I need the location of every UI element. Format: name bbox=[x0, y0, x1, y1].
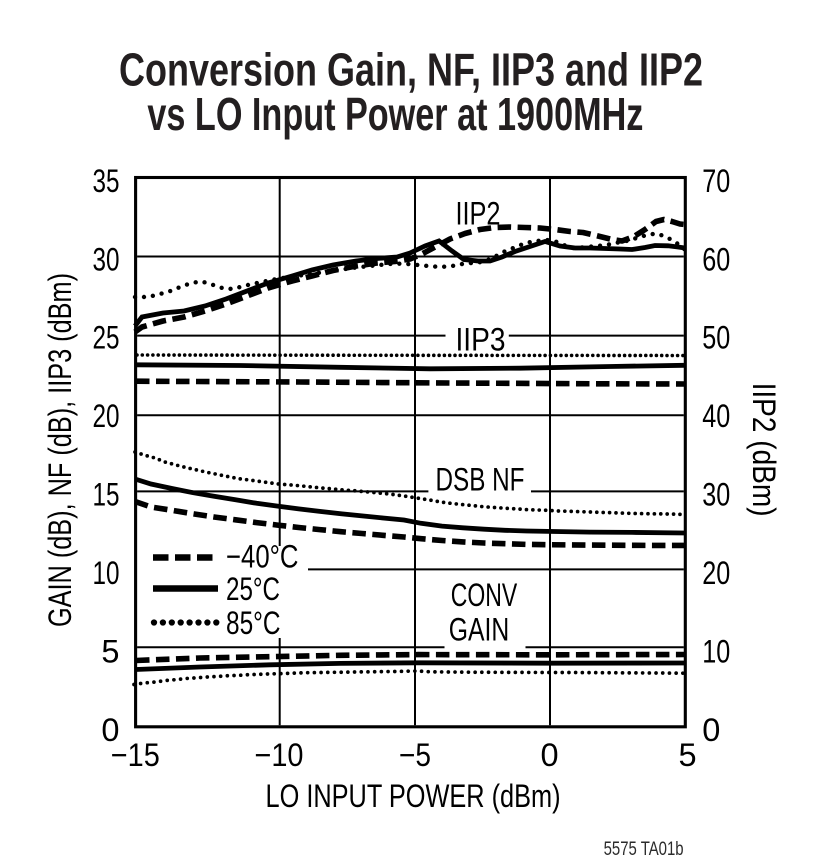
svg-text:25: 25 bbox=[93, 320, 120, 356]
svg-text:30: 30 bbox=[702, 477, 730, 513]
svg-text:20: 20 bbox=[93, 398, 120, 434]
svg-text:Conversion Gain, NF, IIP3 and: Conversion Gain, NF, IIP3 and IIP2 bbox=[119, 44, 703, 96]
svg-text:−40°C: −40°C bbox=[226, 538, 299, 574]
svg-text:35: 35 bbox=[93, 163, 120, 199]
svg-text:−10: −10 bbox=[255, 737, 304, 773]
svg-text:IIP2: IIP2 bbox=[456, 195, 501, 231]
svg-text:0: 0 bbox=[101, 712, 119, 748]
svg-text:IIP3: IIP3 bbox=[456, 321, 506, 357]
svg-text:CONV: CONV bbox=[451, 577, 518, 613]
svg-text:5: 5 bbox=[678, 737, 696, 773]
svg-text:5: 5 bbox=[101, 634, 119, 670]
svg-text:70: 70 bbox=[702, 163, 730, 199]
svg-text:0: 0 bbox=[702, 712, 720, 748]
svg-text:60: 60 bbox=[702, 241, 730, 277]
svg-text:40: 40 bbox=[702, 398, 730, 434]
svg-text:−5: −5 bbox=[399, 737, 431, 773]
svg-text:10: 10 bbox=[702, 634, 730, 670]
svg-text:85°C: 85°C bbox=[226, 605, 281, 641]
svg-text:0: 0 bbox=[540, 737, 558, 773]
svg-text:20: 20 bbox=[702, 555, 730, 591]
svg-text:vs LO Input Power at 1900MHz: vs LO Input Power at 1900MHz bbox=[147, 88, 643, 140]
svg-text:30: 30 bbox=[93, 241, 120, 277]
svg-text:LO INPUT POWER (dBm): LO INPUT POWER (dBm) bbox=[266, 778, 561, 814]
svg-text:10: 10 bbox=[93, 555, 120, 591]
svg-text:5575 TA01b: 5575 TA01b bbox=[604, 838, 684, 860]
svg-text:DSB NF: DSB NF bbox=[436, 461, 525, 497]
svg-text:IIP2 (dBm): IIP2 (dBm) bbox=[746, 383, 782, 517]
svg-text:25°C: 25°C bbox=[226, 571, 280, 607]
svg-text:GAIN: GAIN bbox=[449, 612, 510, 648]
svg-text:15: 15 bbox=[93, 477, 120, 513]
svg-text:50: 50 bbox=[702, 320, 730, 356]
svg-text:−15: −15 bbox=[111, 737, 160, 773]
svg-text:GAIN (dB), NF (dB), IIP3 (dBm): GAIN (dB), NF (dB), IIP3 (dBm) bbox=[42, 273, 78, 627]
